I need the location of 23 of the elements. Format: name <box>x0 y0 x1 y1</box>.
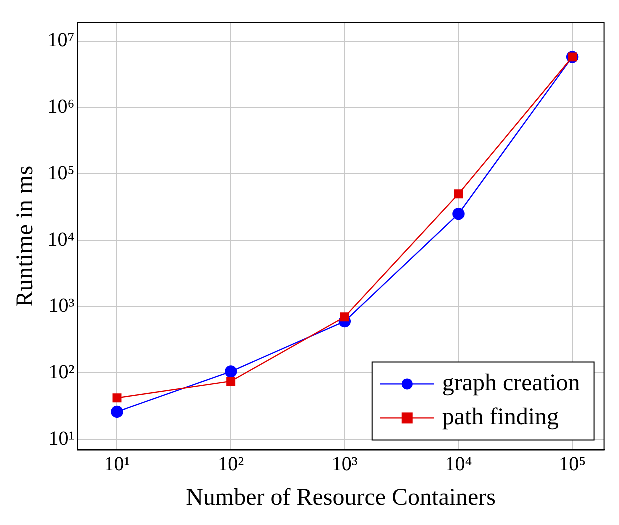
x-tick-label: 10³ <box>332 453 358 476</box>
y-tick-label: 10² <box>48 361 75 384</box>
x-axis-title: Number of Resource Containers <box>186 484 496 511</box>
point <box>224 366 238 378</box>
legend-label: graph creation <box>442 370 580 396</box>
point <box>454 190 464 199</box>
point <box>112 394 122 403</box>
y-axis-title: Runtime in ms <box>12 166 39 308</box>
point <box>226 376 236 386</box>
x-tick-label: 10¹ <box>104 453 130 476</box>
x-tick-label: 10⁵ <box>559 453 586 476</box>
point <box>111 406 124 418</box>
x-tick-label: 10² <box>218 453 244 476</box>
legend-label: path finding <box>442 404 560 430</box>
y-tick-label: 10⁵ <box>48 162 75 184</box>
y-tick-label: 10⁶ <box>48 96 75 118</box>
point <box>452 208 465 220</box>
y-tick-label: 10¹ <box>48 428 75 450</box>
y-tick-label: 10³ <box>48 295 75 318</box>
y-tick-label: 10⁷ <box>48 30 75 52</box>
point <box>340 312 350 322</box>
y-tick-label: 10⁴ <box>48 228 75 251</box>
x-tick-label: 10⁴ <box>445 453 472 476</box>
